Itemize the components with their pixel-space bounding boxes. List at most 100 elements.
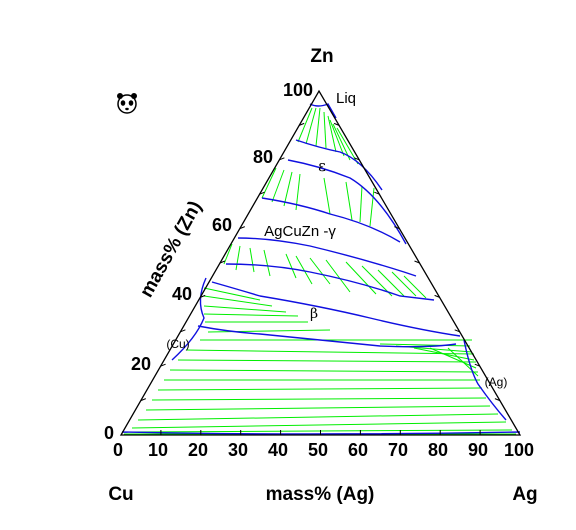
tie-line — [285, 253, 297, 279]
phase-boundary — [237, 237, 417, 277]
tie-line — [297, 107, 313, 143]
phase-boundary — [225, 263, 435, 301]
tick-mark — [200, 294, 206, 298]
tick-label: 60 — [212, 215, 232, 235]
vertex-label-zn: Zn — [310, 46, 333, 67]
tie-line — [261, 167, 277, 199]
tie-line — [223, 243, 233, 265]
tick-marks — [140, 122, 501, 435]
tick-label: 50 — [308, 440, 328, 460]
tie-line — [379, 343, 471, 347]
tie-line — [203, 305, 287, 313]
tie-line — [315, 107, 321, 147]
tie-lines — [124, 107, 516, 435]
phase-boundary — [287, 159, 407, 245]
tie-line — [403, 275, 427, 299]
tie-line — [203, 295, 273, 307]
tick-label: 10 — [148, 440, 168, 460]
tie-line — [185, 349, 475, 355]
phase-boundary — [295, 139, 383, 191]
triangle-frame — [119, 89, 522, 436]
tie-line — [207, 329, 331, 333]
tie-line — [309, 257, 331, 285]
tick-label: 40 — [172, 284, 192, 304]
tie-line — [305, 107, 317, 145]
tie-line — [137, 413, 499, 421]
tie-line — [283, 171, 293, 207]
tick-mark — [474, 363, 480, 367]
tie-line — [295, 255, 313, 285]
panda-face-icon — [117, 93, 137, 114]
tie-line — [323, 177, 331, 215]
tick-mark — [219, 260, 226, 264]
tie-line — [359, 185, 363, 223]
phase-boundary — [121, 431, 521, 435]
phase-boundary — [171, 277, 207, 361]
tick-label: 70 — [388, 440, 408, 460]
tick-mark — [160, 363, 166, 367]
tie-line — [345, 181, 353, 221]
tie-line — [249, 247, 255, 273]
tick-mark — [180, 329, 186, 333]
tick-label: 0 — [113, 440, 123, 460]
tick-mark — [454, 329, 460, 333]
phase-boundary — [261, 197, 401, 243]
tick-label: 100 — [504, 440, 534, 460]
tick-label: 90 — [468, 440, 488, 460]
tick-label: 20 — [188, 440, 208, 460]
tie-line — [131, 421, 507, 429]
tick-mark — [333, 122, 340, 126]
tie-line — [391, 271, 417, 297]
tick-label: 100 — [283, 80, 313, 100]
phase-label-ag: (Ag) — [485, 375, 508, 389]
tie-line — [327, 115, 337, 153]
phase-label-liq: Liq — [336, 90, 356, 107]
left-tick-labels: 0 20 40 60 80 100 — [104, 80, 313, 443]
vertex-label-ag: Ag — [512, 484, 537, 505]
triangle-outline — [119, 89, 522, 436]
tick-mark — [239, 226, 245, 230]
phase-boundary — [211, 281, 461, 337]
tie-line — [177, 359, 477, 363]
phase-boundaries — [121, 103, 521, 435]
vertex-label-cu: Cu — [108, 484, 133, 505]
tick-label: 40 — [268, 440, 288, 460]
tie-line — [157, 387, 483, 391]
tick-mark — [394, 226, 400, 230]
tick-mark — [279, 157, 285, 161]
tick-mark — [494, 398, 501, 402]
tick-mark — [354, 157, 360, 161]
tick-label: 20 — [131, 354, 151, 374]
tick-mark — [434, 294, 440, 298]
tie-line — [323, 111, 327, 149]
tie-line — [325, 259, 351, 293]
phase-boundary — [463, 339, 507, 421]
tie-line — [271, 169, 285, 203]
tie-line — [345, 261, 377, 295]
tick-label: 30 — [228, 440, 248, 460]
phase-label-gamma: AgCuZn -γ — [264, 223, 336, 240]
tie-line — [203, 313, 299, 317]
tick-label: 80 — [253, 147, 273, 167]
tie-line — [145, 405, 491, 411]
phase-boundary — [197, 325, 457, 348]
bottom-tick-labels: 0 10 20 30 40 50 60 70 80 90 100 — [113, 440, 534, 460]
tick-label: 0 — [104, 423, 114, 443]
phase-label-cu: (Cu) — [166, 337, 189, 351]
tie-line — [429, 347, 477, 369]
tick-mark — [259, 191, 265, 195]
tie-line — [369, 187, 375, 227]
tie-line — [235, 245, 241, 271]
tie-line — [329, 119, 345, 157]
tick-mark — [299, 122, 305, 126]
phase-label-epsilon: ε — [318, 157, 326, 175]
tick-label: 60 — [348, 440, 368, 460]
phase-label-beta: β — [310, 306, 318, 322]
tie-line — [332, 123, 351, 161]
bottom-axis-title: mass% (Ag) — [266, 484, 375, 505]
tie-line — [169, 369, 479, 373]
tie-line — [151, 397, 487, 401]
tie-line — [203, 287, 261, 301]
tick-mark — [374, 191, 380, 195]
